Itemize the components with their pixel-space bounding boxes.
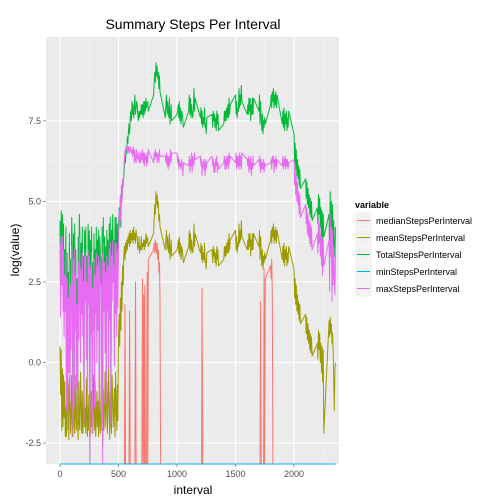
legend-title: variable bbox=[355, 200, 389, 210]
series-line-median-steps-per-interval bbox=[123, 239, 274, 465]
x-axis: 0 500 1000 1500 2000 bbox=[58, 464, 304, 479]
x-tick-label: 1500 bbox=[225, 469, 245, 479]
y-tick-label: 2.5 bbox=[28, 277, 41, 287]
grid-minor bbox=[46, 37, 339, 464]
legend-label: TotalStepsPerInterval bbox=[376, 250, 462, 260]
x-tick-label: 0 bbox=[58, 469, 63, 479]
y-axis: -2.5 0.0 2.5 5.0 7.5 bbox=[25, 116, 46, 448]
x-axis-title: interval bbox=[174, 483, 213, 497]
series-lines bbox=[59, 62, 336, 465]
legend: variable medianStepsPerInterval meanSteps… bbox=[354, 200, 472, 298]
y-tick-label: 0.0 bbox=[28, 357, 41, 367]
x-tick-label: 1000 bbox=[167, 469, 187, 479]
y-tick-label: 5.0 bbox=[28, 196, 41, 206]
legend-label: maxStepsPerInterval bbox=[376, 284, 460, 294]
legend-label: medianStepsPerInterval bbox=[376, 216, 472, 226]
y-tick-label: 7.5 bbox=[28, 116, 41, 126]
y-axis-title: log(value) bbox=[8, 224, 22, 277]
legend-label: meanStepsPerInterval bbox=[376, 233, 465, 243]
x-tick-label: 500 bbox=[111, 469, 126, 479]
chart-title: Summary Steps Per Interval bbox=[105, 16, 280, 32]
legend-label: minStepsPerInterval bbox=[376, 267, 457, 277]
x-tick-label: 2000 bbox=[284, 469, 304, 479]
y-tick-label: -2.5 bbox=[25, 438, 41, 448]
series-line-max-steps-per-interval bbox=[59, 146, 336, 465]
series-line-mean-steps-per-interval bbox=[59, 191, 336, 441]
